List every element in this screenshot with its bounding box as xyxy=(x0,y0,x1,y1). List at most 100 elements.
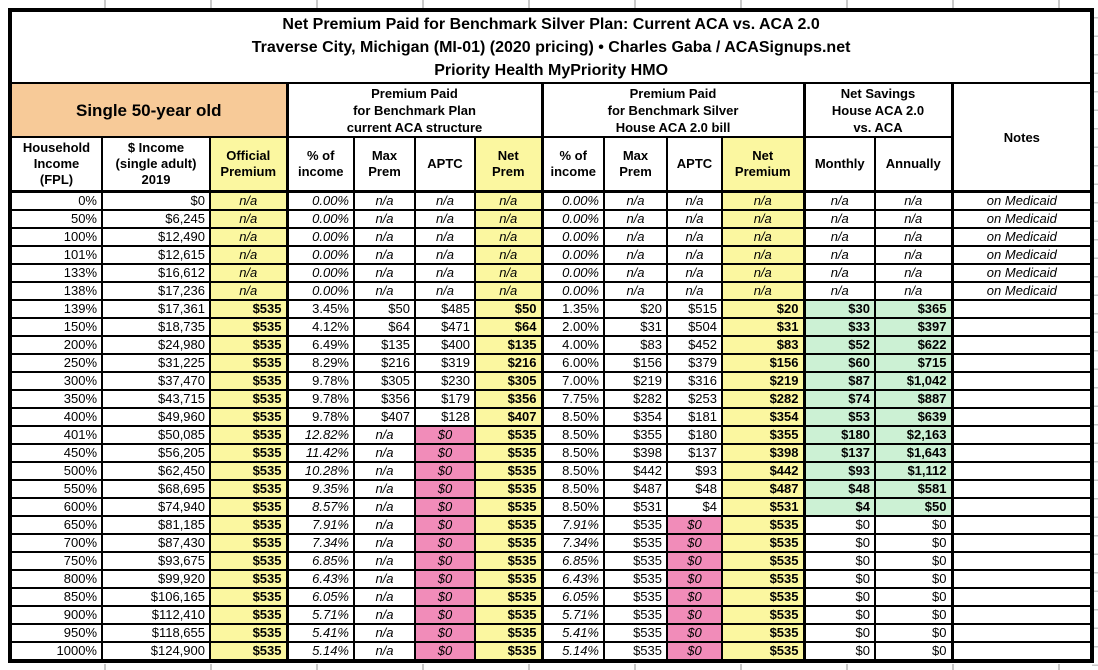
cell-savings-monthly: $0 xyxy=(802,515,876,535)
cell-savings-monthly: $93 xyxy=(802,461,876,481)
col-header-income: $ Income (single adult) 2019 xyxy=(101,136,211,193)
cell-aca2-pct-income: 5.71% xyxy=(540,605,605,625)
cell-income: $87,430 xyxy=(101,533,211,553)
table-row: 600% $74,940 $535 8.57% n/a $0 $535 8.50% $531 $4… xyxy=(9,497,1094,517)
table-row: 550% $68,695 $535 9.35% n/a $0 $535 8.50% $487 $4… xyxy=(9,479,1094,499)
cell-aca2-pct-income: 7.75% xyxy=(540,389,605,409)
cell-aca-pct-income: 5.14% xyxy=(285,641,355,662)
cell-aca2-pct-income: 8.50% xyxy=(540,479,605,499)
cell-aca2-max-prem: $535 xyxy=(603,587,668,607)
cell-aca-net-prem: $305 xyxy=(474,371,543,391)
cell-income: $37,470 xyxy=(101,371,211,391)
cell-savings-monthly: $74 xyxy=(802,389,876,409)
cell-aca-net-prem: $216 xyxy=(474,353,543,373)
cell-aca2-pct-income: 6.00% xyxy=(540,353,605,373)
cell-aca-net-prem: $535 xyxy=(474,569,543,589)
cell-aca-aptc: $0 xyxy=(414,425,476,445)
cell-aca-pct-income: 6.85% xyxy=(285,551,355,571)
cell-aca-pct-income: 3.45% xyxy=(285,299,355,319)
cell-notes: on Medicaid xyxy=(950,245,1094,265)
cell-fpl: 150% xyxy=(9,317,103,337)
cell-notes xyxy=(950,551,1094,571)
cell-aca-max-prem: n/a xyxy=(353,569,416,589)
cell-aca-pct-income: 9.78% xyxy=(285,407,355,427)
cell-aca-max-prem: n/a xyxy=(353,515,416,535)
cell-aca2-pct-income: 8.50% xyxy=(540,497,605,517)
cell-aca2-net-premium: $535 xyxy=(721,533,805,553)
cell-aca2-pct-income: 0.00% xyxy=(540,263,605,283)
cell-aca2-aptc: $379 xyxy=(666,353,723,373)
cell-income: $62,450 xyxy=(101,461,211,481)
cell-aca2-max-prem: $20 xyxy=(603,299,668,319)
cell-aca-max-prem: n/a xyxy=(353,227,416,247)
col-header-aca2-max-prem: Max Prem xyxy=(603,136,668,193)
cell-savings-monthly: $30 xyxy=(802,299,876,319)
cell-aca-max-prem: n/a xyxy=(353,497,416,517)
cell-aca2-pct-income: 6.05% xyxy=(540,587,605,607)
cell-notes xyxy=(950,515,1094,535)
cell-aca2-max-prem: $282 xyxy=(603,389,668,409)
cell-aca-net-prem: $535 xyxy=(474,623,543,643)
cell-aca2-aptc: $48 xyxy=(666,479,723,499)
cell-aca2-max-prem: n/a xyxy=(603,281,668,301)
cell-aca-pct-income: 8.29% xyxy=(285,353,355,373)
cell-aca2-aptc: $4 xyxy=(666,497,723,517)
cell-income: $99,920 xyxy=(101,569,211,589)
cell-income: $56,205 xyxy=(101,443,211,463)
cell-aca2-net-premium: $282 xyxy=(721,389,805,409)
cell-aca2-max-prem: $31 xyxy=(603,317,668,337)
cell-fpl: 600% xyxy=(9,497,103,517)
table-row: 200% $24,980 $535 6.49% $135 $400 $135 4.00% $83… xyxy=(9,335,1094,355)
cell-aca2-net-premium: $219 xyxy=(721,371,805,391)
cell-aca2-aptc: n/a xyxy=(666,190,723,211)
cell-notes xyxy=(950,641,1094,662)
cell-aca-net-prem: $535 xyxy=(474,605,543,625)
cell-savings-annually: $0 xyxy=(874,641,953,662)
cell-savings-annually: $0 xyxy=(874,623,953,643)
cell-savings-monthly: n/a xyxy=(802,281,876,301)
cell-aca-pct-income: 5.41% xyxy=(285,623,355,643)
table-row: 800% $99,920 $535 6.43% n/a $0 $535 6.43% $535 $0… xyxy=(9,569,1094,589)
cell-income: $43,715 xyxy=(101,389,211,409)
cell-notes: on Medicaid xyxy=(950,209,1094,229)
cell-savings-annually: $2,163 xyxy=(874,425,953,445)
cell-fpl: 50% xyxy=(9,209,103,229)
table-row: 300% $37,470 $535 9.78% $305 $230 $305 7.00% $21… xyxy=(9,371,1094,391)
cell-income: $68,695 xyxy=(101,479,211,499)
cell-official-premium: $535 xyxy=(209,515,288,535)
cell-income: $17,361 xyxy=(101,299,211,319)
premium-comparison-table: Net Premium Paid for Benchmark Silver Pl… xyxy=(8,8,1095,663)
cell-aca2-aptc: $0 xyxy=(666,569,723,589)
col-header-fpl: Household Income (FPL) xyxy=(9,136,103,193)
cell-aca-max-prem: n/a xyxy=(353,245,416,265)
cell-aca2-pct-income: 4.00% xyxy=(540,335,605,355)
cell-aca-pct-income: 0.00% xyxy=(285,209,355,229)
cell-official-premium: $535 xyxy=(209,389,288,409)
cell-aca-net-prem: $407 xyxy=(474,407,543,427)
cell-official-premium: n/a xyxy=(209,227,288,247)
cell-fpl: 1000% xyxy=(9,641,103,662)
table-row: 700% $87,430 $535 7.34% n/a $0 $535 7.34% $535 $0… xyxy=(9,533,1094,553)
cell-fpl: 450% xyxy=(9,443,103,463)
cell-notes xyxy=(950,389,1094,409)
cell-aca2-net-premium: $83 xyxy=(721,335,805,355)
cell-aca2-pct-income: 5.41% xyxy=(540,623,605,643)
cell-income: $50,085 xyxy=(101,425,211,445)
cell-notes xyxy=(950,443,1094,463)
cell-fpl: 0% xyxy=(9,190,103,211)
cell-official-premium: $535 xyxy=(209,479,288,499)
table-row: 101% $12,615 n/a 0.00% n/a n/a n/a 0.00% n/a n/a n… xyxy=(9,245,1094,265)
sheet-gridlines-top xyxy=(0,0,1098,8)
cell-aca-aptc: $0 xyxy=(414,497,476,517)
cell-fpl: 850% xyxy=(9,587,103,607)
cell-aca2-aptc: $253 xyxy=(666,389,723,409)
cell-savings-annually: $397 xyxy=(874,317,953,337)
cell-savings-annually: n/a xyxy=(874,263,953,283)
cell-aca2-max-prem: $535 xyxy=(603,533,668,553)
cell-income: $12,490 xyxy=(101,227,211,247)
cell-savings-annually: $50 xyxy=(874,497,953,517)
cell-aca2-max-prem: $531 xyxy=(603,497,668,517)
cell-aca-max-prem: n/a xyxy=(353,587,416,607)
table-row: 900% $112,410 $535 5.71% n/a $0 $535 5.71% $535 $… xyxy=(9,605,1094,625)
cell-aca2-pct-income: 5.14% xyxy=(540,641,605,662)
